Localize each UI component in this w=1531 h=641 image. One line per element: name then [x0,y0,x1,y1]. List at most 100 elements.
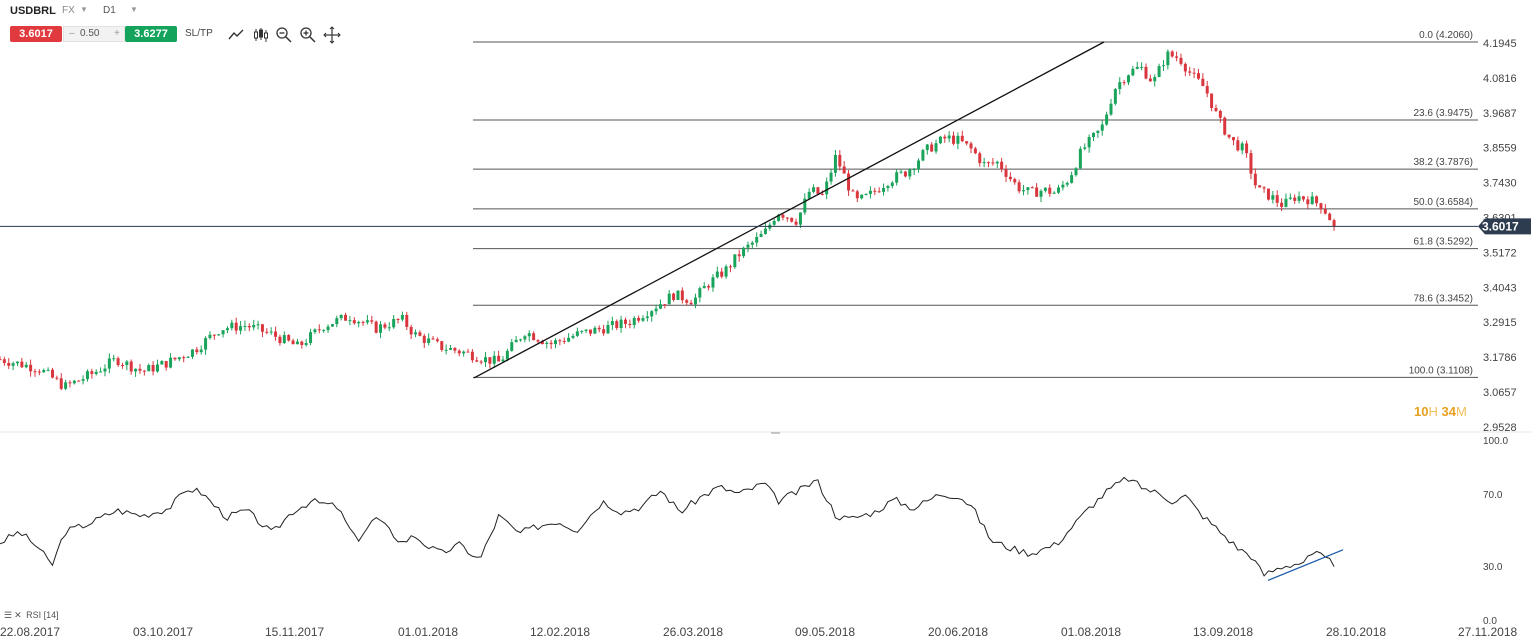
candle-body [615,321,619,328]
sell-button[interactable]: 3.6017 [10,26,62,42]
candle-body [1301,196,1305,200]
candle-body [1192,72,1196,74]
candle-body [1201,78,1205,87]
candle-body [330,324,334,327]
candle-body [1144,66,1148,79]
candle-body [584,329,588,331]
close-icon[interactable]: ✕ [14,610,22,620]
rsi-axis-tick: 30.0 [1483,562,1503,573]
candle-body [400,314,404,320]
candle-body [46,369,50,371]
candle-body [903,171,907,177]
candle-body [1087,137,1091,148]
zoom-out-icon[interactable] [275,26,293,44]
candle-body [29,364,33,372]
candle-body [501,359,505,362]
candle-body [1000,161,1004,170]
candle-body [1284,198,1288,207]
candles-icon[interactable] [252,26,270,44]
zoom-in-icon[interactable] [299,26,317,44]
candle-body [505,350,509,360]
candle-body [1227,134,1231,138]
trendline[interactable] [473,41,1105,379]
candle-body [597,327,601,330]
candle-body [995,161,999,164]
candle-body [77,380,81,382]
candle-body [1275,195,1279,203]
candle-body [1004,169,1008,177]
candle-body [1074,168,1078,176]
candle-body [234,322,238,331]
candle-body [217,334,221,336]
candle-body [1153,76,1157,82]
candle-body [1100,124,1104,131]
candle-body [523,336,527,340]
price-axis-tick: 3.5172 [1483,247,1517,259]
candle-body [553,340,557,345]
candle-body [138,368,142,371]
crosshair-icon[interactable] [323,26,341,44]
indicator-list-icon[interactable]: ☰ [4,610,13,620]
candle-body [120,364,124,366]
candle-body [1157,66,1161,77]
date-axis-tick: 15.11.2017 [265,625,324,639]
candle-body [641,318,645,321]
candle-body [952,135,956,144]
candle-body [956,135,960,144]
candle-body [94,371,98,374]
volume-increase-button[interactable]: + [114,28,120,39]
candle-body [720,271,724,277]
candle-body [1092,132,1095,138]
trendline-icon[interactable] [227,26,245,44]
symbol-label[interactable]: USDBRL [10,5,56,17]
fib-label: 50.0 (3.6584) [1414,197,1474,208]
countdown-minutes-unit: M [1455,404,1467,419]
price-axis-tick: 3.4043 [1483,282,1517,294]
candle-body [973,148,977,154]
candle-body [750,242,754,245]
candle-body [431,338,435,340]
candle-body [1258,185,1262,188]
candle-body [344,314,348,321]
candle-body [326,326,330,331]
candle-body [908,169,912,177]
candle-body [444,349,448,351]
date-axis-tick: 01.08.2018 [1061,625,1121,639]
fib-label: 61.8 (3.5292) [1414,237,1474,248]
candle-body [99,371,103,373]
candle-countdown: 10H 34M [1414,404,1467,419]
candle-body [475,360,479,362]
candle-body [1306,199,1310,205]
candle-body [322,330,326,332]
candle-body [199,349,203,353]
candle-body [746,244,750,248]
candle-body [540,341,544,344]
volume-value[interactable]: 0.50 [80,28,100,39]
candle-body [650,311,654,317]
current-price-tag [1478,218,1531,235]
volume-decrease-button[interactable]: – [69,28,75,39]
candle-body [1328,213,1332,221]
candle-body [484,357,488,363]
market-label[interactable]: FX [62,5,75,16]
volume-stepper[interactable]: – 0.50 + [63,26,125,42]
current-price-tag-label: 3.6017 [1482,219,1519,233]
date-axis-tick: 01.01.2018 [398,625,458,639]
candle-body [81,379,85,381]
candle-body [1118,82,1122,90]
candle-body [575,331,579,336]
timeframe-label[interactable]: D1 [103,5,116,16]
candle-body [1105,114,1109,125]
candle-body [763,228,767,234]
candle-body [107,358,111,369]
candle-body [335,318,339,325]
sltp-button[interactable]: SL/TP [185,28,213,39]
buy-button[interactable]: 3.6277 [125,26,177,42]
candle-body [1013,179,1017,183]
candle-body [1323,209,1327,214]
timeframe-dropdown-icon[interactable]: ▼ [130,5,138,14]
market-dropdown-icon[interactable]: ▼ [80,5,88,14]
candle-body [1083,147,1087,149]
candle-body [623,319,627,324]
